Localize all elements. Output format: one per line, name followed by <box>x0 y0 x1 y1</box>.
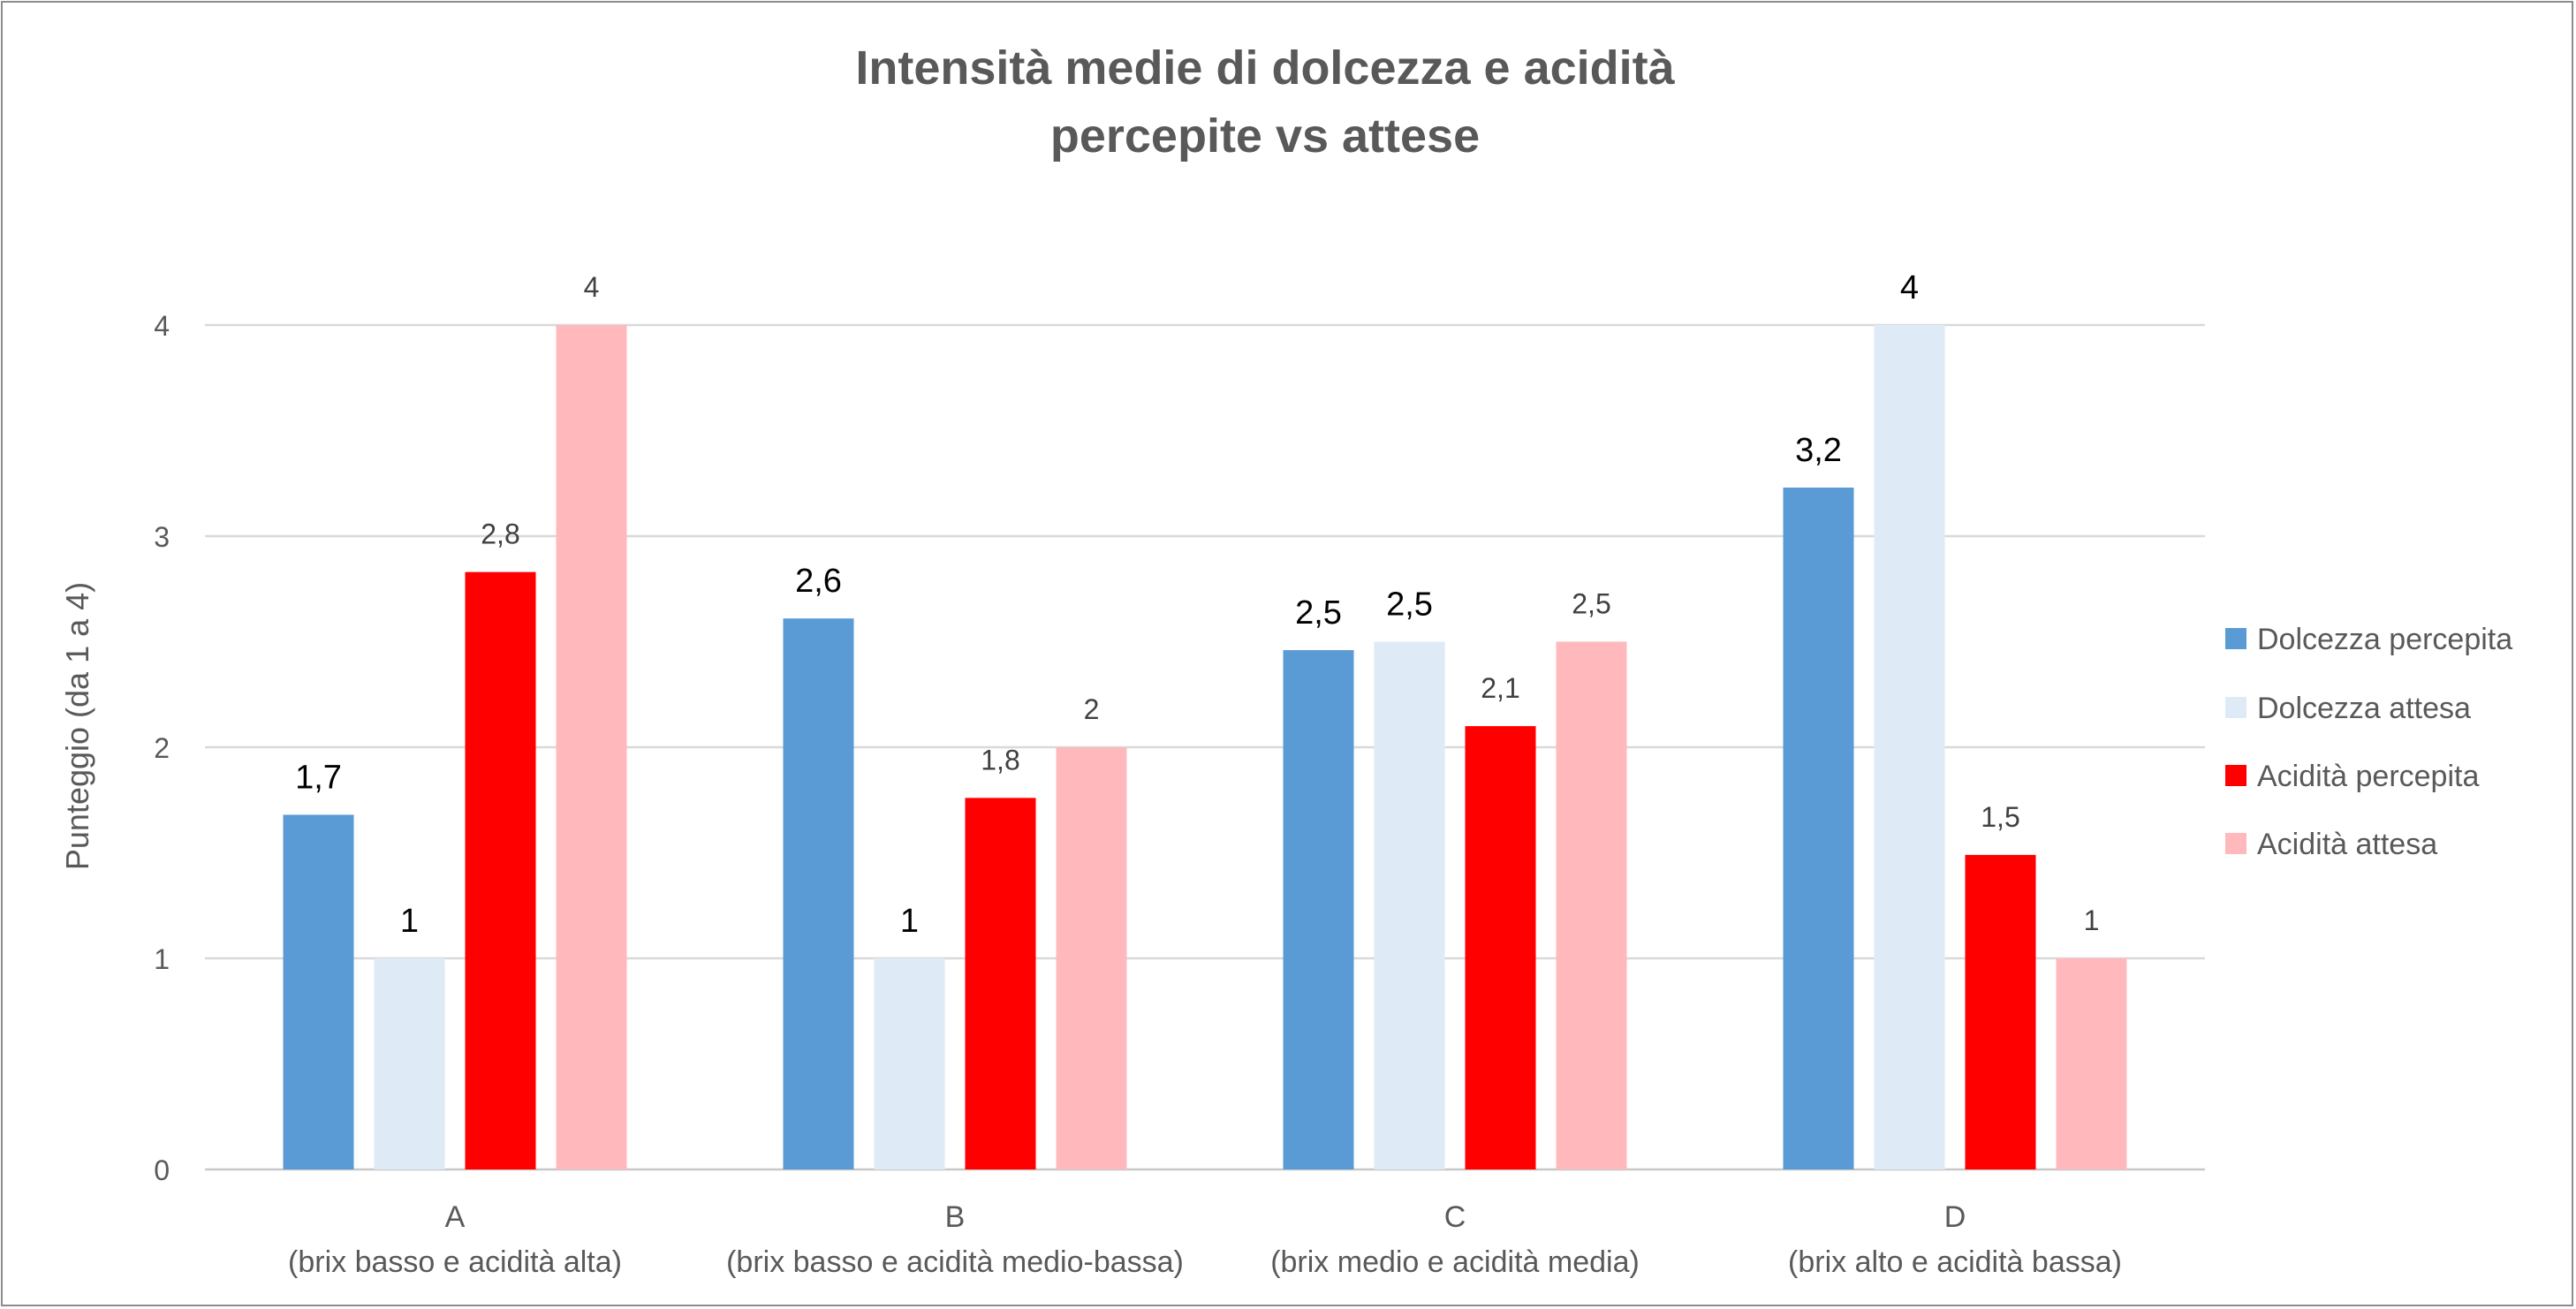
y-tick-label: 0 <box>154 1154 170 1186</box>
legend-swatch <box>2225 765 2246 786</box>
data-label: 2,6 <box>795 563 842 600</box>
x-category-label: A <box>445 1200 466 1234</box>
bar <box>556 325 627 1169</box>
bar <box>283 814 354 1169</box>
gridlines <box>205 323 2205 1171</box>
data-label: 1,7 <box>295 759 342 796</box>
bar <box>2056 958 2127 1169</box>
bar <box>1783 488 1854 1169</box>
bar <box>965 798 1036 1169</box>
data-label: 1 <box>400 903 419 940</box>
bar <box>1965 854 2036 1169</box>
data-label: 2,5 <box>1572 588 1610 620</box>
bar <box>874 958 945 1169</box>
bar <box>1465 726 1536 1169</box>
data-label: 3,2 <box>1795 432 1842 469</box>
bar <box>1874 325 1945 1169</box>
data-labels: 1,7 1 2,8 4 2,6 1 1,8 2 2,5 2,5 2,1 2,5 3,2 4 1,5 1 <box>295 269 2099 940</box>
y-tick-label: 3 <box>154 521 170 553</box>
x-category-label: C <box>1444 1200 1466 1234</box>
x-category-label: B <box>945 1200 966 1234</box>
legend-swatch <box>2225 628 2246 649</box>
bar <box>374 958 445 1169</box>
y-tick-label: 2 <box>154 732 170 764</box>
data-label: 2,8 <box>481 518 519 550</box>
bar <box>1283 650 1354 1169</box>
legend: Dolcezza percepita Dolcezza attesa Acidità… <box>2225 623 2512 861</box>
y-axis-label: Punteggio (da 1 a 4) <box>59 582 95 870</box>
y-tick-label: 4 <box>154 310 170 342</box>
legend-swatch <box>2225 697 2246 718</box>
data-label: 4 <box>1900 269 1919 306</box>
bar <box>465 571 536 1169</box>
data-label: 1,5 <box>1981 801 2019 833</box>
x-category-label: D <box>1944 1200 1966 1234</box>
bars <box>283 325 2127 1169</box>
data-label: 2,5 <box>1386 586 1433 624</box>
legend-swatch <box>2225 833 2246 854</box>
data-label: 2 <box>1084 693 1100 725</box>
chart-title: Intensità medie di dolcezza e acidità pe… <box>855 42 1675 163</box>
x-axis-categories: A (brix basso e acidità alta) B (brix basso… <box>288 1200 2122 1279</box>
data-label: 2,1 <box>1481 672 1519 704</box>
chart-title-line-2: percepite vs attese <box>1050 110 1480 163</box>
data-label: 1 <box>900 903 919 940</box>
bar <box>1374 641 1445 1169</box>
data-label: 2,5 <box>1295 594 1342 632</box>
x-category-sublabel: (brix alto e acidità bassa) <box>1788 1245 2122 1279</box>
legend-label: Dolcezza attesa <box>2257 692 2471 725</box>
bar <box>1556 641 1627 1169</box>
legend-label: Acidità attesa <box>2257 828 2437 861</box>
legend-label: Acidità percepita <box>2257 760 2479 793</box>
x-category-sublabel: (brix medio e acidità media) <box>1270 1245 1640 1279</box>
legend-label: Dolcezza percepita <box>2257 623 2512 656</box>
x-category-sublabel: (brix basso e acidità alta) <box>288 1245 622 1279</box>
data-label: 4 <box>584 271 600 303</box>
x-category-sublabel: (brix basso e acidità medio-bassa) <box>726 1245 1184 1279</box>
y-tick-label: 1 <box>154 943 170 975</box>
chart-title-line-1: Intensità medie di dolcezza e acidità <box>855 42 1675 95</box>
data-label: 1 <box>2084 904 2100 936</box>
bar <box>1056 747 1127 1169</box>
bar <box>783 618 854 1169</box>
y-axis-ticks: 0 1 2 3 4 <box>154 310 170 1186</box>
data-label: 1,8 <box>981 744 1019 776</box>
